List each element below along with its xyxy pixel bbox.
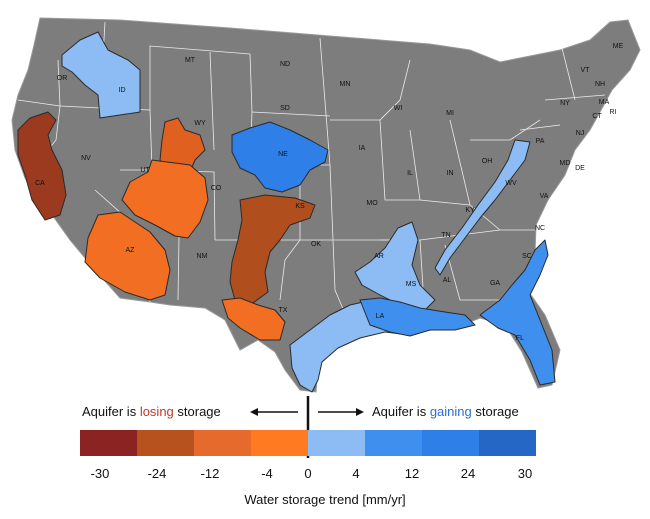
losing-storage-caption: Aquifer is losing storage	[82, 404, 221, 419]
scale-axis-label: Water storage trend [mm/yr]	[244, 492, 406, 507]
state-label-mo: MO	[366, 200, 378, 207]
lose-keyword: losing	[139, 404, 174, 419]
state-label-nm: NM	[197, 253, 208, 260]
state-label-nd: ND	[280, 61, 290, 68]
state-label-la: LA	[376, 313, 385, 320]
scale-cell-7	[479, 430, 536, 456]
state-label-il: IL	[407, 170, 413, 177]
state-label-ma: MA	[599, 99, 610, 106]
aquifer-gulf-coast-east	[359, 297, 476, 337]
state-label-mt: MT	[185, 57, 196, 64]
state-label-tx: TX	[279, 307, 288, 314]
state-label-oh: OH	[482, 158, 493, 165]
aquifer-high-plains-north	[231, 121, 329, 193]
aquifer-central-valley	[17, 111, 67, 221]
state-label-co: CO	[211, 185, 222, 192]
lose-suffix: storage	[173, 404, 221, 419]
scale-tick-label: 30	[517, 466, 533, 481]
aquifer-great-basin	[159, 117, 206, 176]
scale-tick-label: 0	[304, 466, 312, 481]
scale-tick-label: -30	[90, 466, 110, 481]
state-label-wi: WI	[394, 105, 403, 112]
scale-tick-label: 12	[404, 466, 420, 481]
state-label-wv: WV	[505, 180, 517, 187]
state-label-sc: SC	[522, 253, 532, 260]
state-label-al: AL	[443, 277, 452, 284]
scale-tick-label: 24	[460, 466, 476, 481]
lose-prefix: Aquifer is	[82, 404, 140, 419]
state-label-pa: PA	[536, 138, 545, 145]
state-label-in: IN	[447, 170, 454, 177]
aquifer-colorado-plateau	[121, 159, 209, 239]
state-label-nh: NH	[595, 81, 605, 88]
state-label-az: AZ	[126, 247, 136, 254]
state-label-de: DE	[575, 165, 585, 172]
scale-cell-5	[365, 430, 422, 456]
state-label-ks: KS	[295, 203, 305, 210]
scale-tick-label: -24	[147, 466, 167, 481]
state-label-sd: SD	[280, 105, 290, 112]
state-label-ms: MS	[406, 281, 417, 288]
state-label-ri: RI	[610, 109, 617, 116]
state-label-id: ID	[119, 87, 126, 94]
gaining-storage-caption: Aquifer is gaining storage	[372, 404, 519, 419]
right-arrowhead-icon	[356, 408, 364, 416]
state-label-ar: AR	[374, 253, 384, 260]
state-label-tn: TN	[441, 232, 450, 239]
aquifer-regions	[17, 31, 556, 393]
state-label-vt: VT	[581, 67, 591, 74]
state-label-va: VA	[540, 193, 549, 200]
gain-prefix: Aquifer is	[372, 404, 430, 419]
aquifer-idaho	[61, 31, 141, 119]
state-label-nc: NC	[535, 225, 545, 232]
left-arrowhead-icon	[250, 408, 258, 416]
state-label-ky: KY	[465, 207, 475, 214]
state-label-nj: NJ	[576, 130, 585, 137]
state-label-mi: MI	[446, 110, 454, 117]
scale-cell-6	[422, 430, 479, 456]
state-label-ca: CA	[35, 180, 45, 187]
state-label-or: OR	[57, 75, 68, 82]
scale-tick-label: -4	[261, 466, 273, 481]
state-label-wy: WY	[194, 120, 206, 127]
state-label-ne: NE	[278, 151, 288, 158]
aquifer-floridan	[479, 239, 556, 386]
aquifer-pecos	[221, 297, 286, 341]
state-label-fl: FL	[516, 335, 524, 342]
state-label-nv: NV	[81, 155, 91, 162]
aquifer-high-plains-south	[229, 194, 316, 306]
state-label-me: ME	[613, 43, 624, 50]
state-label-mn: MN	[340, 81, 351, 88]
gain-keyword: gaining	[429, 404, 472, 419]
scale-cell-1	[137, 430, 194, 456]
state-label-md: MD	[560, 160, 571, 167]
aquifer-appalachian	[434, 139, 531, 276]
state-label-ga: GA	[490, 280, 500, 287]
state-label-ok: OK	[311, 241, 321, 248]
state-label-ct: CT	[592, 113, 602, 120]
scale-cell-0	[80, 430, 137, 456]
scale-tick-label: -12	[200, 466, 220, 481]
state-label-ut: UT	[140, 167, 150, 174]
scale-cell-2	[194, 430, 251, 456]
aquifer-arizona	[84, 211, 171, 301]
state-label-ia: IA	[359, 145, 366, 152]
scale-cell-3	[251, 430, 308, 456]
state-label-ny: NY	[560, 100, 570, 107]
scale-cell-4	[308, 430, 365, 456]
gain-suffix: storage	[471, 404, 519, 419]
scale-tick-label: 4	[352, 466, 360, 481]
